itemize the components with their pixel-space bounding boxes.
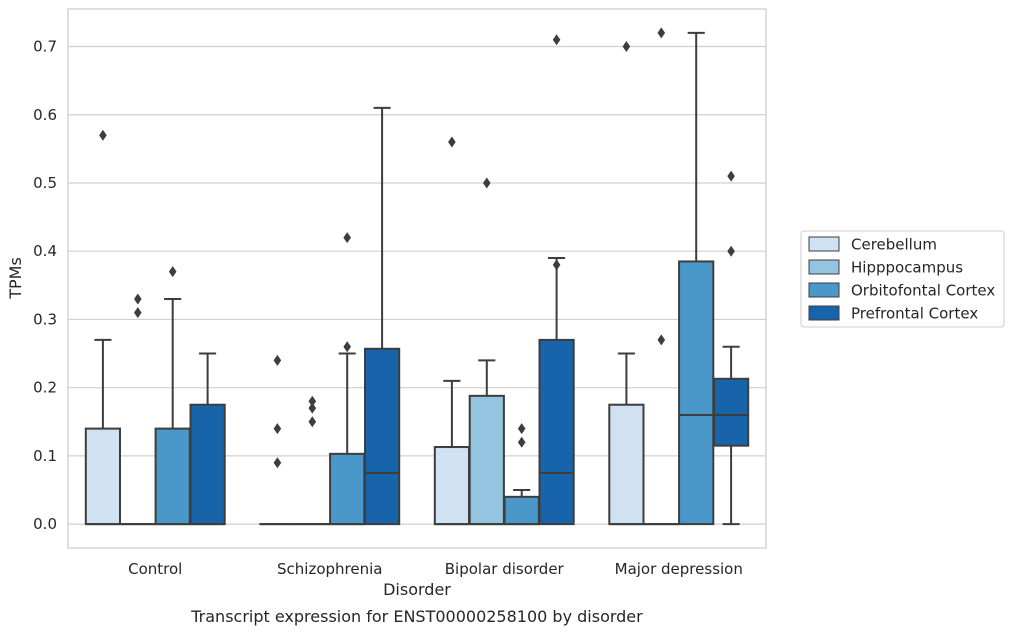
- box-1-3: [643, 27, 680, 526]
- box-0-2: [433, 136, 471, 526]
- outlier-marker: [517, 436, 526, 448]
- outlier-marker: [308, 416, 317, 428]
- legend-swatch: [808, 236, 840, 252]
- outlier-marker: [622, 41, 631, 53]
- box: [189, 403, 226, 526]
- box: [329, 452, 366, 526]
- box: [712, 377, 750, 447]
- boxes: [84, 27, 750, 526]
- y-axis: 0.0 0.1 0.2 0.3 0.4 0.5 0.6 0.7: [33, 38, 57, 534]
- y-tick-label: 0.3: [33, 310, 57, 328]
- legend-label: Orbitofontal Cortex: [851, 282, 995, 300]
- y-tick-label: 0.0: [33, 515, 57, 533]
- y-tick-label: 0.2: [33, 379, 57, 397]
- box-2-2: [503, 423, 540, 526]
- legend-swatch: [808, 282, 840, 298]
- outlier-marker: [517, 423, 526, 435]
- x-axis-title: Disorder: [383, 580, 451, 599]
- box-0-0: [84, 129, 122, 526]
- outlier-marker: [134, 307, 142, 319]
- outlier-marker: [448, 136, 456, 148]
- box-3-3: [712, 170, 750, 526]
- y-tick-label: 0.6: [33, 106, 57, 124]
- outlier-marker: [483, 177, 491, 189]
- x-tick-label: Schizophrenia: [277, 560, 382, 578]
- legend-label: Cerebellum: [851, 236, 937, 254]
- outlier-marker: [168, 266, 177, 278]
- legend-frame: [800, 230, 1005, 328]
- outlier-marker: [727, 170, 735, 182]
- outlier-marker: [273, 423, 282, 435]
- box-3-0: [189, 352, 226, 526]
- x-axis: Control Schizophrenia Bipolar disorder Majo…: [128, 560, 743, 578]
- box: [503, 495, 540, 526]
- y-axis-title: TPMs: [6, 257, 25, 300]
- outlier-marker: [273, 354, 282, 366]
- box-2-1: [329, 232, 366, 526]
- outlier-marker: [273, 457, 282, 469]
- x-tick-label: Control: [128, 560, 182, 578]
- box-1-1: [294, 395, 331, 526]
- box: [363, 347, 401, 526]
- box-2-3: [678, 31, 715, 526]
- legend: Cerebellum Hipppocampus Orbitofontal Corte…: [800, 230, 1005, 328]
- outlier-marker: [308, 402, 317, 414]
- y-tick-label: 0.1: [33, 447, 57, 465]
- box: [468, 394, 505, 526]
- box: [608, 403, 645, 526]
- box: [433, 446, 471, 526]
- box: [678, 260, 715, 526]
- legend-label: Hipppocampus: [851, 259, 963, 277]
- box-2-0: [154, 266, 191, 526]
- box: [538, 338, 575, 526]
- box-3-1: [363, 106, 401, 526]
- legend-swatch: [808, 305, 840, 321]
- box-1-2: [468, 177, 505, 526]
- outlier-marker: [552, 259, 561, 271]
- y-tick-label: 0.4: [33, 242, 57, 260]
- x-tick-label: Major depression: [615, 560, 743, 578]
- chart-caption: Transcript expression for ENST0000025810…: [190, 607, 643, 626]
- outlier-marker: [99, 129, 107, 141]
- outlier-marker: [308, 395, 317, 407]
- box-0-3: [608, 41, 645, 526]
- y-tick-label: 0.7: [33, 38, 57, 56]
- legend-swatch: [808, 259, 840, 275]
- outlier-marker: [343, 341, 351, 353]
- box: [84, 427, 122, 526]
- outlier-marker: [727, 245, 735, 257]
- x-tick-label: Bipolar disorder: [445, 560, 565, 578]
- outlier-marker: [657, 27, 666, 39]
- outlier-marker: [657, 334, 666, 346]
- outlier-marker: [134, 293, 142, 305]
- outlier-marker: [552, 34, 561, 46]
- y-tick-label: 0.5: [33, 174, 57, 192]
- legend-label: Prefrontal Cortex: [851, 305, 978, 323]
- outlier-marker: [343, 232, 351, 244]
- box-0-1: [259, 354, 296, 526]
- box-3-2: [538, 34, 575, 526]
- box: [154, 427, 191, 526]
